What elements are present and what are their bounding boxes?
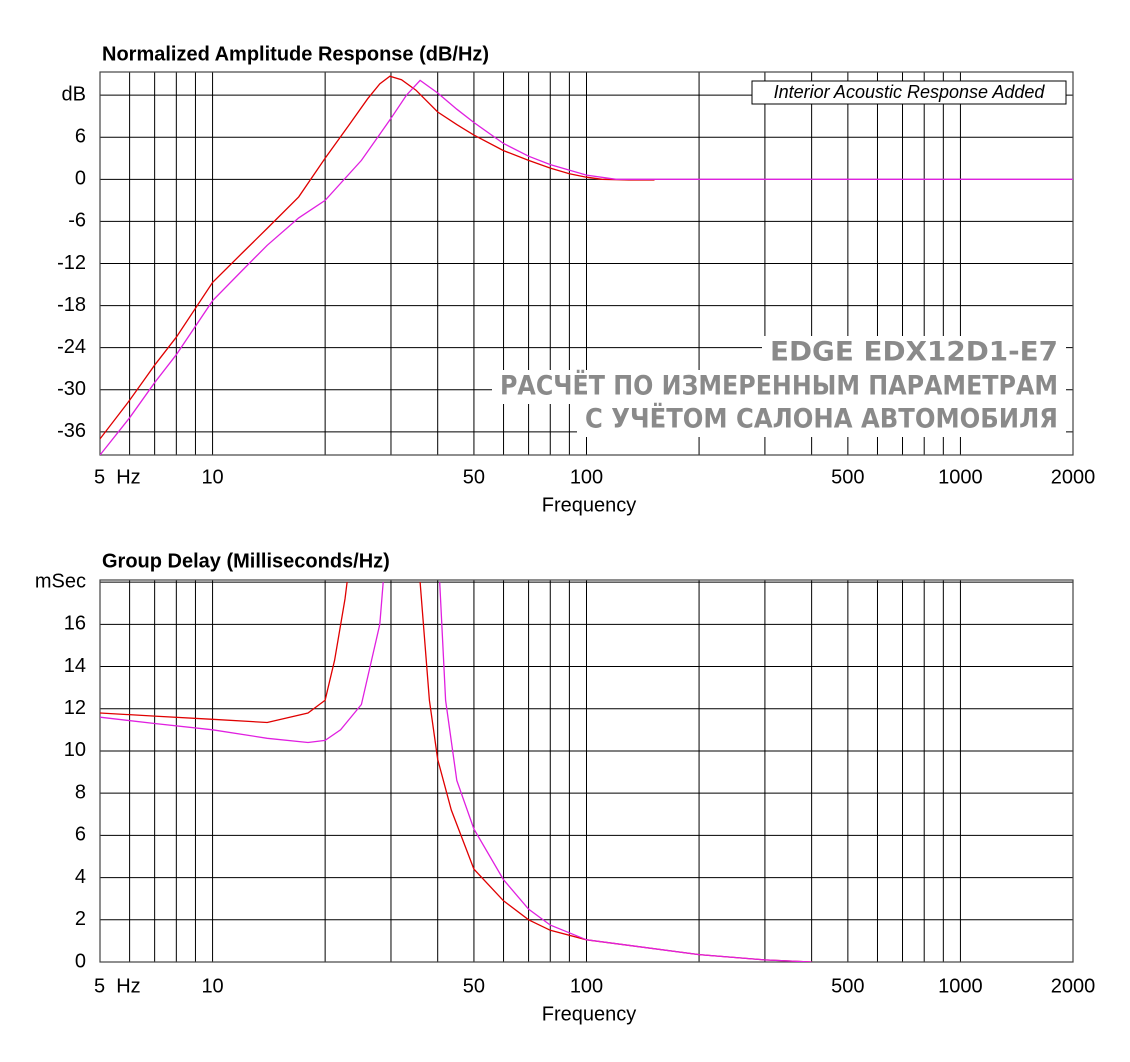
- x-tick-label: 5 Hz: [94, 975, 141, 997]
- x-tick-label: 10: [201, 975, 223, 997]
- x-tick-label: 500: [831, 466, 864, 488]
- series-group: [100, 582, 812, 962]
- x-tick-label: 500: [831, 975, 864, 997]
- x-tick-label: 1000: [938, 466, 983, 488]
- chart-title: Normalized Amplitude Response (dB/Hz): [102, 43, 489, 65]
- y-tick-label: 16: [64, 613, 86, 635]
- y-tick-label: 14: [64, 655, 86, 677]
- series-line: [100, 75, 655, 440]
- x-axis-label: Frequency: [542, 1003, 637, 1025]
- y-tick-label: 2: [75, 908, 86, 930]
- x-tick-label: 50: [463, 975, 485, 997]
- y-tick-label: 12: [64, 697, 86, 719]
- chart-title: Group Delay (Milliseconds/Hz): [102, 550, 390, 572]
- series-group: [100, 75, 1073, 455]
- x-tick-label: 50: [463, 466, 485, 488]
- y-tick-label: dB: [62, 83, 86, 105]
- y-tick-label: -36: [57, 420, 86, 442]
- y-tick-label: -6: [68, 210, 86, 232]
- x-axis-label: Frequency: [542, 494, 637, 516]
- y-tick-label: 10: [64, 739, 86, 761]
- watermark-bg: [762, 336, 1066, 370]
- watermark-text: РАСЧЁТ ПО ИЗМЕРЕННЫМ ПАРАМЕТРАМ: [500, 370, 1058, 402]
- y-tick-label: 0: [75, 168, 86, 190]
- x-tick-label: 2000: [1051, 975, 1096, 997]
- y-tick-label: mSec: [35, 570, 86, 592]
- watermark-text: С УЧЁТОМ САЛОНА АВТОМОБИЛЯ: [585, 403, 1058, 435]
- y-tick-label: -24: [57, 336, 86, 358]
- annotation-box: [751, 80, 1067, 105]
- x-tick-label: 10: [201, 466, 223, 488]
- y-tick-label: 0: [75, 950, 86, 972]
- watermark-text: EDGE EDX12D1-E7: [770, 337, 1058, 368]
- plot-frame: [99, 71, 1074, 456]
- x-tick-label: 5 Hz: [94, 466, 141, 488]
- x-tick-label: 100: [570, 466, 603, 488]
- y-tick-label: -12: [57, 252, 86, 274]
- x-tick-label: 1000: [938, 975, 983, 997]
- plot: [99, 579, 1074, 963]
- plot-frame: [99, 579, 1074, 963]
- series-line: [100, 582, 812, 962]
- watermark-bg: [492, 370, 1066, 404]
- series-line: [100, 79, 1073, 455]
- x-tick-label: 2000: [1051, 466, 1096, 488]
- annotation: Interior Acoustic Response Added: [774, 82, 1046, 102]
- x-tick-label: 100: [570, 975, 603, 997]
- y-tick-label: 8: [75, 781, 86, 803]
- watermark-bg: [577, 403, 1066, 437]
- y-tick-label: 6: [75, 126, 86, 148]
- y-tick-label: -18: [57, 294, 86, 316]
- y-tick-label: -30: [57, 378, 86, 400]
- y-tick-label: 4: [75, 866, 86, 888]
- y-tick-label: 6: [75, 824, 86, 846]
